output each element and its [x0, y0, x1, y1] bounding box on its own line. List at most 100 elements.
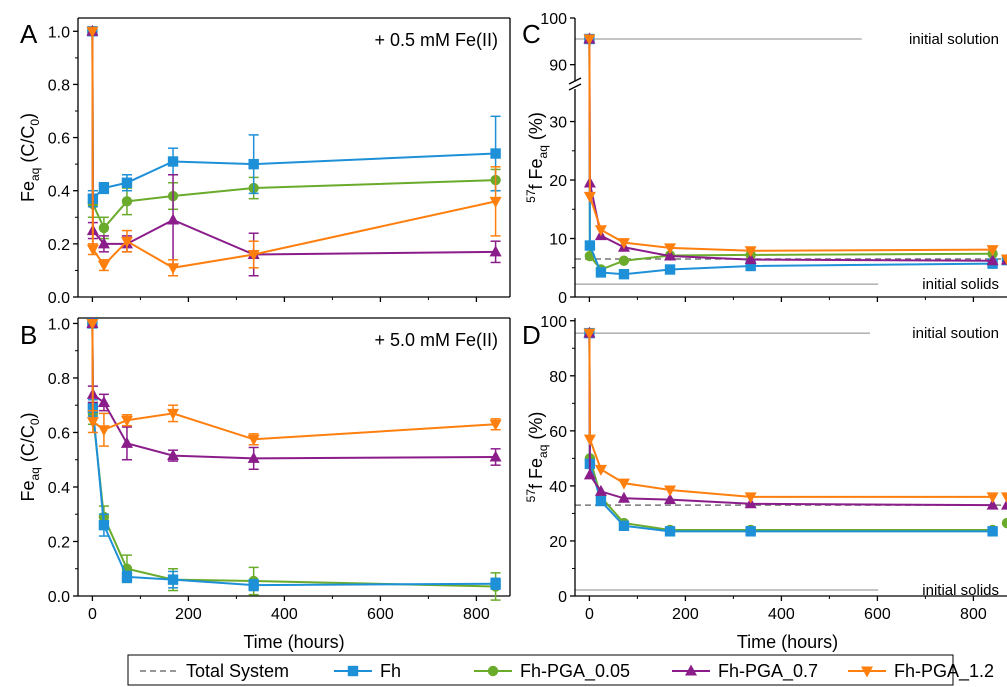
y-axis-label-part: Fe: [18, 481, 38, 502]
x-axis-label: Time (hours): [243, 632, 344, 652]
y-axis-label: Feaq (C/C0): [18, 113, 42, 202]
data-point: [120, 436, 133, 448]
data-point: [664, 264, 676, 275]
data-point: [583, 434, 596, 446]
data-point: [1001, 498, 1007, 510]
legend-marker: [861, 666, 873, 678]
y-axis-label-part: aq: [536, 145, 550, 158]
data-point: [247, 451, 260, 463]
series-line: [91, 31, 496, 202]
series-fh-pga-0-05: [87, 318, 501, 601]
panel-annotation: + 5.0 mM Fe(II): [374, 330, 498, 350]
data-point: [167, 574, 179, 585]
x-tick-label: 0: [585, 606, 594, 623]
y-tick-label: 0: [558, 589, 567, 606]
data-point: [1001, 492, 1007, 504]
data-point: [489, 245, 502, 257]
x-tick-label: 600: [864, 606, 891, 623]
data-point: [584, 240, 596, 251]
data-point: [247, 249, 260, 261]
data-point: [583, 328, 596, 340]
data-point: [583, 468, 596, 480]
data-point: [617, 491, 630, 503]
y-axis-label-part: aq: [536, 445, 550, 458]
data-point: [664, 526, 676, 537]
y-axis-label-part: ): [18, 113, 38, 119]
series-line: [588, 38, 993, 252]
y-tick-label: 0.8: [48, 77, 70, 94]
data-point: [248, 158, 259, 170]
panel-letter: C: [522, 19, 541, 49]
data-point: [120, 415, 133, 427]
data-point: [490, 148, 501, 159]
panel-letter: A: [20, 19, 38, 49]
series-fh-pga-1-2: [583, 328, 1007, 504]
data-point: [745, 260, 756, 272]
x-tick-label: 600: [367, 606, 394, 623]
data-point: [98, 182, 110, 194]
data-point: [617, 478, 630, 490]
data-point: [595, 495, 607, 507]
y-tick-label: 0.6: [48, 425, 70, 442]
data-point: [489, 450, 502, 462]
panel-b: B 0.0 0.2 0.4 0.6 0.8 1.0 0 200 400 600 800 Time (ho…: [18, 316, 511, 652]
legend-item-fh-pga-0-7: Fh-PGA_0.7: [672, 661, 818, 682]
series-fh-pga-0-05: [584, 33, 1007, 275]
x-tick-label: 800: [960, 606, 987, 623]
data-point: [617, 238, 630, 250]
data-point: [489, 419, 502, 431]
y-axis-label-part: 57: [524, 189, 538, 203]
series-fh: [87, 318, 501, 592]
x-tick-label: 200: [672, 606, 699, 623]
data-point: [583, 191, 596, 203]
y-tick-label: 0.2: [48, 237, 70, 254]
y-axis-label-part: 57: [524, 489, 538, 503]
y-axis-label-part: f Fe: [526, 458, 546, 489]
series-line: [91, 323, 496, 588]
legend-marker: [487, 665, 499, 677]
data-point: [1001, 517, 1007, 529]
data-point: [594, 484, 607, 496]
data-point: [664, 485, 677, 497]
y-tick-label: 0.4: [48, 184, 70, 201]
ref-label: initial solids: [922, 582, 999, 599]
x-tick-label: 800: [463, 606, 490, 623]
y-tick-label: 90: [549, 58, 567, 75]
data-point: [594, 225, 607, 237]
y-tick-label: 0.8: [48, 371, 70, 388]
legend: Total System Fh Fh-PGA_0.05 Fh-PGA_0.7 Fh-PG…: [127, 654, 994, 686]
series-fh-pga-1-2: [86, 318, 502, 447]
data-point: [97, 425, 110, 437]
data-point: [986, 492, 999, 504]
series-line: [91, 323, 496, 587]
y-tick-label: 0.0: [48, 290, 70, 307]
series-fh-pga-0-05: [87, 26, 501, 240]
data-point: [86, 318, 99, 330]
data-point: [618, 268, 630, 280]
y-tick-label: 10: [549, 232, 567, 249]
legend-label: Fh-PGA_1.2: [894, 661, 994, 682]
data-point: [167, 449, 180, 461]
y-axis-label-part: ): [18, 412, 38, 418]
legend-item-fh-pga-0-05: Fh-PGA_0.05: [474, 661, 630, 682]
data-point: [664, 249, 677, 261]
data-point: [248, 579, 259, 591]
data-point: [86, 417, 99, 429]
series-line: [588, 38, 993, 262]
series-line: [588, 38, 993, 271]
data-point: [595, 267, 607, 278]
data-point: [618, 520, 630, 532]
y-tick-label: 1.0: [48, 24, 70, 41]
legend-label: Fh-PGA_0.7: [718, 661, 818, 682]
y-axis-label-part: (C/C: [18, 425, 38, 467]
series-fh-pga-0-7: [583, 326, 1007, 510]
data-point: [86, 244, 99, 256]
series-line: [588, 333, 993, 498]
legend-item-total: Total System: [140, 661, 289, 681]
panel-a: A 0.0 0.2 0.4 0.6 0.8 1.0 Feaq (C/C0) + 0.5 mM F…: [18, 17, 511, 307]
data-point: [986, 245, 999, 257]
ref-label: initial soution: [912, 325, 999, 342]
series-line: [588, 333, 993, 507]
data-point: [167, 263, 180, 275]
